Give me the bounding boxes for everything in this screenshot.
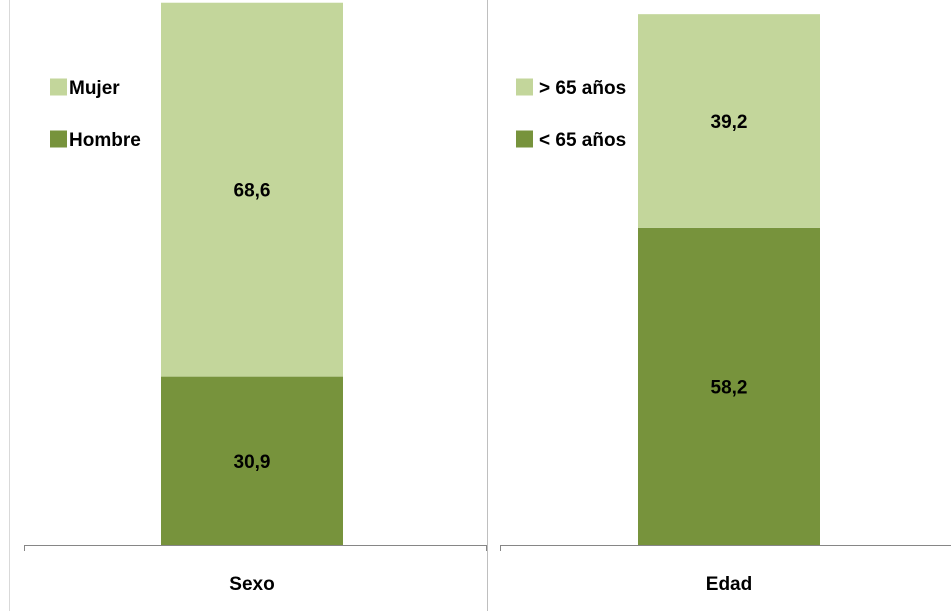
legend-label: Mujer: [69, 78, 120, 99]
data-label: 58,2: [711, 377, 748, 398]
data-label: 68,6: [234, 181, 271, 202]
bar-segment-hombre: [161, 376, 343, 545]
legend-swatch: [516, 78, 533, 96]
charts-layer: 30,9 68,6 Sexo Mujer Hombre 58,2 39,2 Edad > 65 …: [24, 2, 951, 595]
chart-0: 30,9 68,6 Sexo Mujer Hombre: [24, 2, 487, 595]
bar-segment-mujer: [161, 2, 343, 377]
legend-swatch: [516, 130, 533, 148]
legend-label: < 65 años: [539, 130, 626, 151]
chart-1: 58,2 39,2 Edad > 65 años < 65 años: [500, 14, 951, 595]
legend-swatch: [50, 130, 67, 148]
legend-label: Hombre: [69, 130, 141, 151]
bar-segment--65-a-os: [638, 14, 820, 228]
data-label: 30,9: [234, 452, 271, 473]
legend-swatch: [50, 78, 67, 96]
legend-label: > 65 años: [539, 78, 626, 99]
bar-segment--65-a-os: [638, 227, 820, 545]
data-label: 39,2: [711, 112, 748, 133]
x-tick-label: Edad: [706, 574, 752, 595]
x-tick-label: Sexo: [229, 574, 274, 595]
